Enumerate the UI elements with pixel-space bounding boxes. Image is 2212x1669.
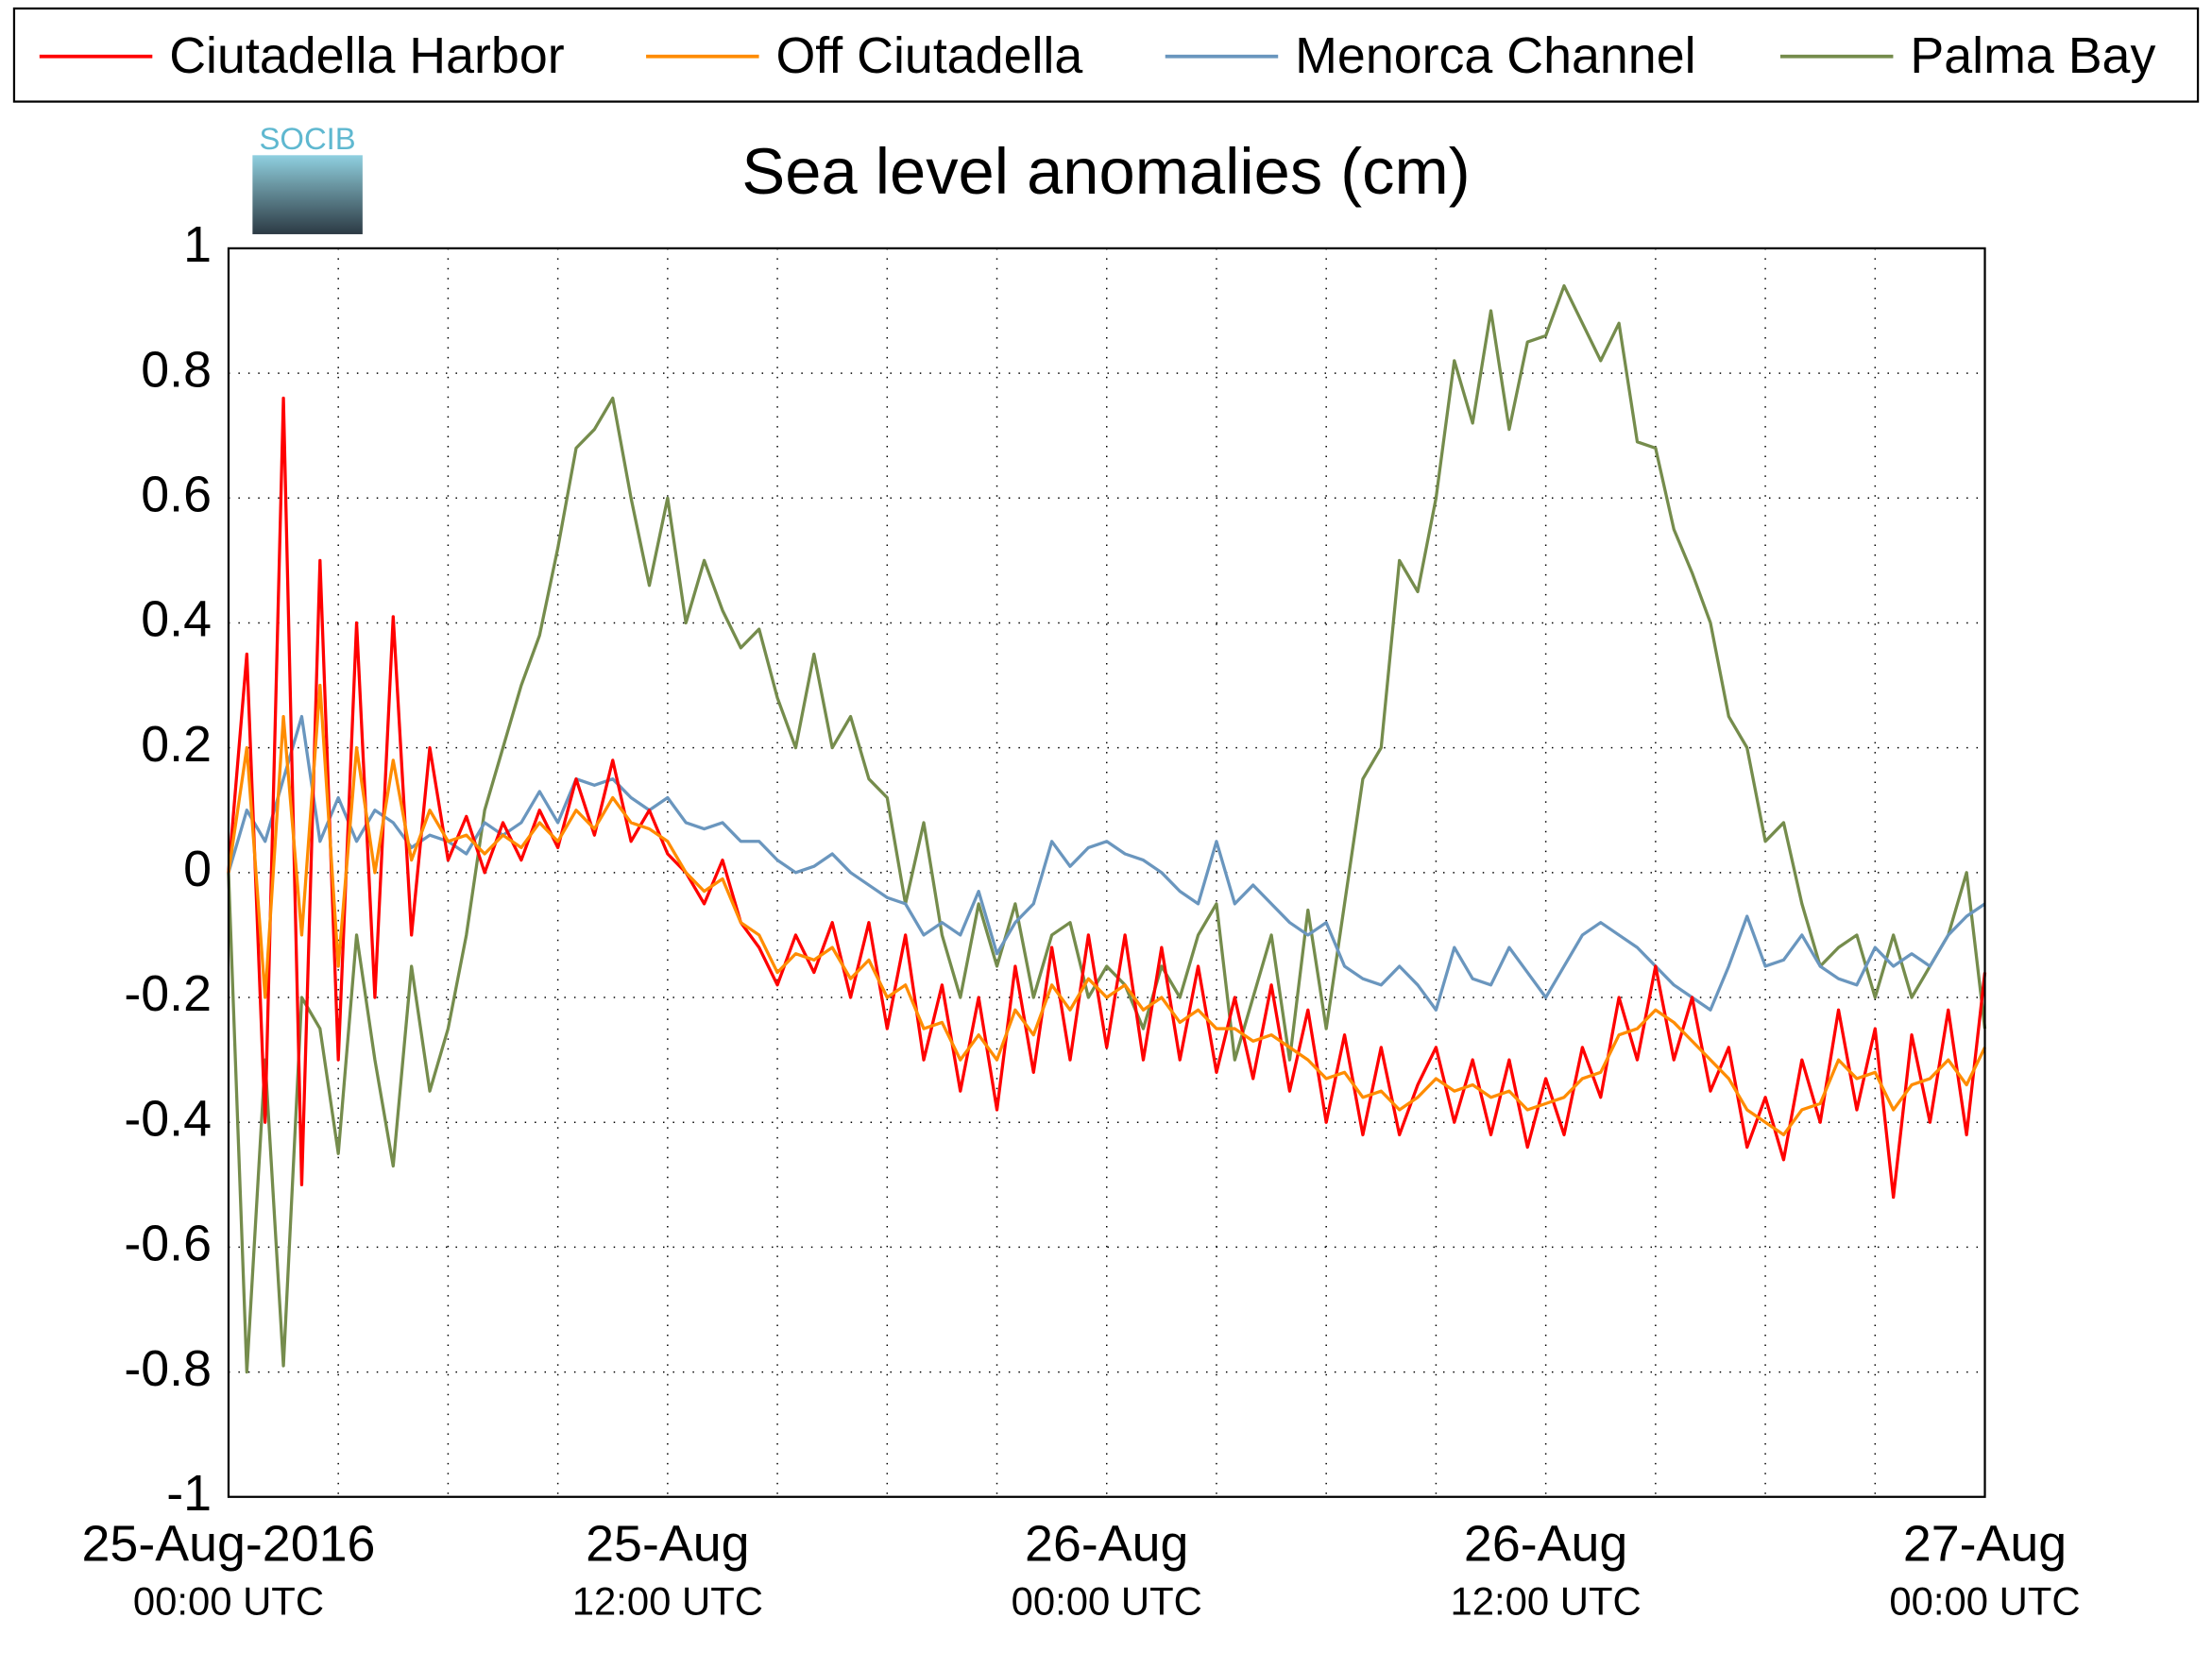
plot-frame <box>227 247 1986 1498</box>
series-line <box>227 283 1987 1374</box>
y-tick-label: -0.6 <box>124 1216 212 1272</box>
y-tick-label: -0.8 <box>124 1340 212 1397</box>
y-tick-label: 1 <box>183 216 212 273</box>
y-tick-label: 0.2 <box>141 716 212 773</box>
logo-image <box>252 155 363 234</box>
x-tick-sublabel: 12:00 UTC <box>572 1578 763 1623</box>
x-tick-label: 26-Aug <box>1025 1516 1188 1573</box>
x-tick-sublabel: 12:00 UTC <box>1451 1578 1642 1623</box>
x-tick-sublabel: 00:00 UTC <box>133 1578 324 1623</box>
legend-label: Ciutadella Harbor <box>169 27 564 84</box>
y-tick-label: 0.8 <box>141 341 212 398</box>
x-tick-sublabel: 00:00 UTC <box>1012 1578 1202 1623</box>
series-line <box>227 396 1987 1200</box>
x-tick-label: 27-Aug <box>1903 1516 2067 1573</box>
legend-label: Off Ciutadella <box>775 27 1082 84</box>
y-tick-label: -1 <box>166 1465 212 1522</box>
series-line <box>227 683 1987 1137</box>
x-tick-label: 26-Aug <box>1464 1516 1627 1573</box>
y-tick-label: 0.4 <box>141 591 212 648</box>
x-tick-label: 25-Aug-2016 <box>82 1516 376 1573</box>
legend-label: Menorca Channel <box>1295 27 1695 84</box>
x-tick-label: 25-Aug <box>586 1516 749 1573</box>
chart-title: Sea level anomalies (cm) <box>741 135 1470 208</box>
x-tick-sublabel: 00:00 UTC <box>1889 1578 2080 1623</box>
y-tick-label: -0.2 <box>124 965 212 1022</box>
legend-label: Palma Bay <box>1910 27 2155 84</box>
logo-text: SOCIB <box>260 121 356 156</box>
y-tick-label: 0.6 <box>141 466 212 522</box>
y-tick-label: -0.4 <box>124 1090 212 1147</box>
y-tick-label: 0 <box>183 841 212 897</box>
